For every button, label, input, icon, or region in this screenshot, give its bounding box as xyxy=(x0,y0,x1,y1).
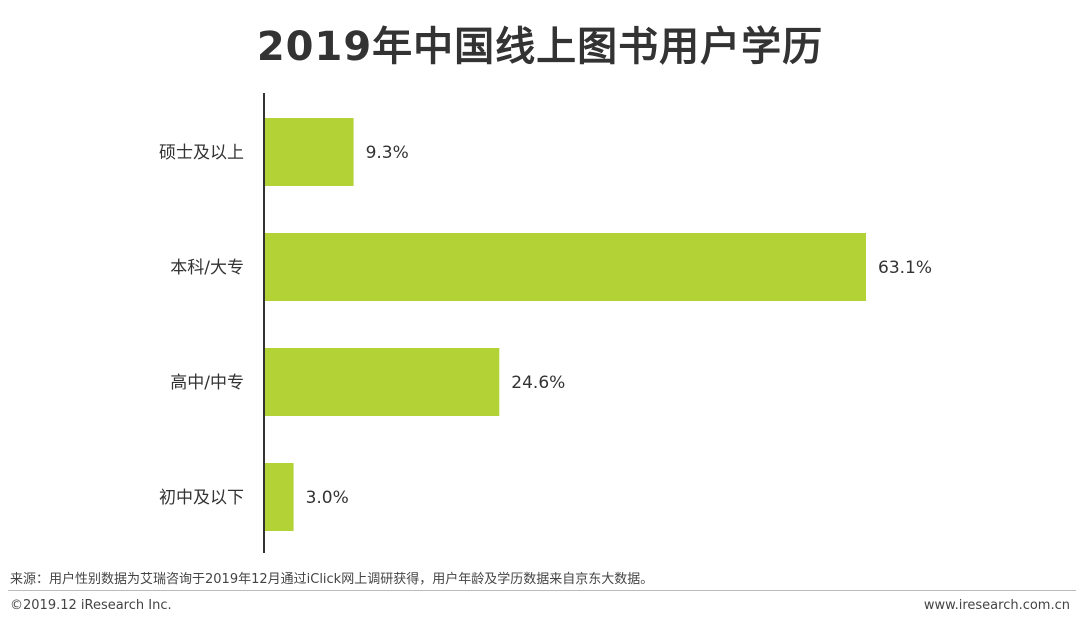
category-label: 硕士及以上 xyxy=(159,143,244,163)
chart-title: 2019年中国线上图书用户学历 xyxy=(256,24,824,70)
value-label: 3.0% xyxy=(306,488,349,508)
bar xyxy=(265,233,866,301)
value-label: 9.3% xyxy=(366,143,409,163)
bar-chart: 硕士及以上 9.3% 本科/大专 63.1% 高中/中专 24.6% 初中及以下 3.0% xyxy=(159,93,932,553)
value-label: 24.6% xyxy=(511,373,565,393)
footer-divider xyxy=(8,590,1076,591)
bar xyxy=(265,118,354,186)
website-link[interactable]: www.iresearch.com.cn xyxy=(923,598,1070,613)
value-label: 63.1% xyxy=(878,258,932,278)
copyright: ©2019.12 iResearch Inc. xyxy=(10,598,172,613)
source-note: 来源：用户性别数据为艾瑞咨询于2019年12月通过iClick网上调研获得，用户… xyxy=(10,572,654,587)
bar xyxy=(265,348,500,416)
category-label: 高中/中专 xyxy=(170,373,244,393)
category-label: 本科/大专 xyxy=(170,258,244,278)
category-label: 初中及以下 xyxy=(159,488,244,508)
bar xyxy=(265,463,294,531)
